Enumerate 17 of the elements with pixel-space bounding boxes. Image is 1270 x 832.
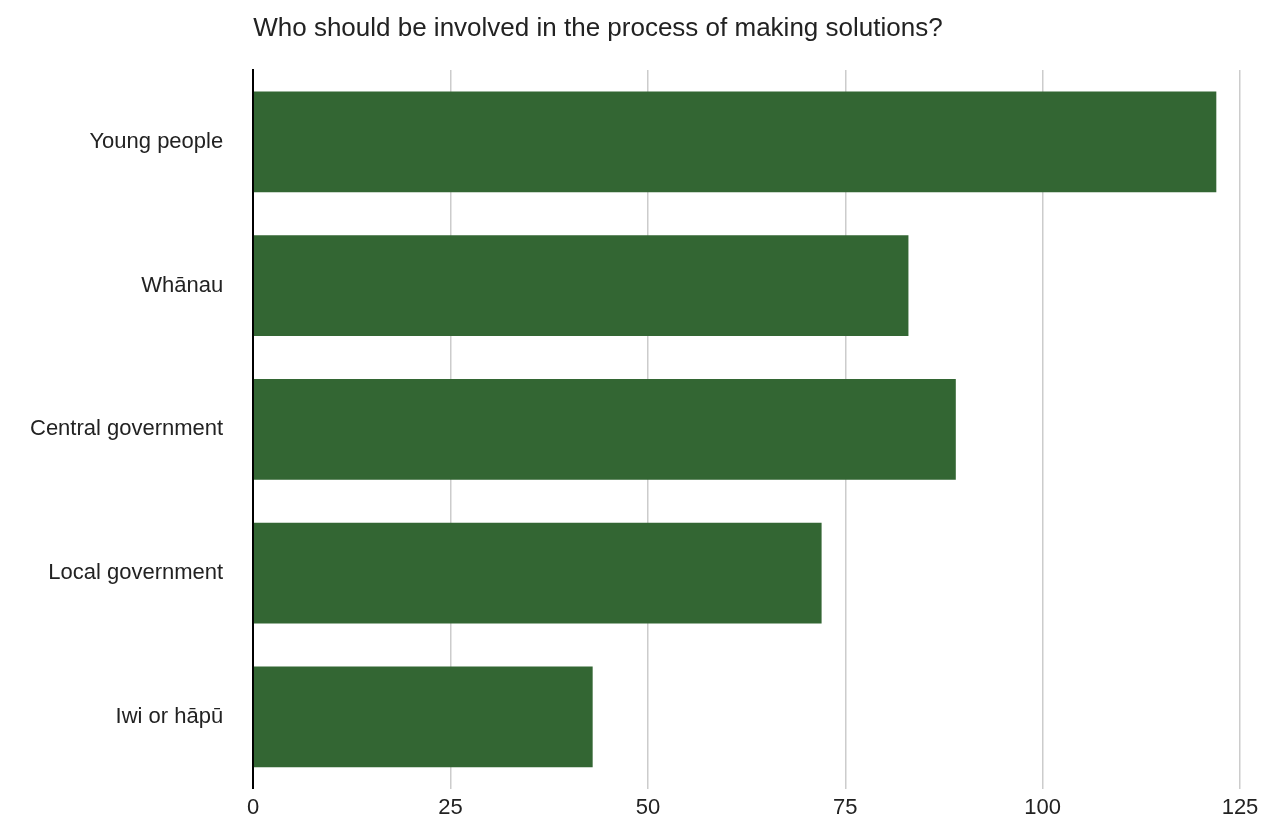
y-tick-label: Iwi or hāpū <box>115 702 224 728</box>
y-tick-label: Central government <box>29 415 224 441</box>
x-tick-label: 0 <box>247 794 260 820</box>
x-tick-label: 25 <box>438 794 463 820</box>
bar <box>253 235 909 336</box>
y-tick-label: Young people <box>89 127 224 153</box>
bar <box>253 666 593 768</box>
bar <box>253 91 1217 193</box>
bar <box>253 522 822 624</box>
x-tick-label: 50 <box>635 794 661 820</box>
bar <box>253 379 956 480</box>
y-tick-label: Local government <box>48 559 224 585</box>
x-tick-label: 125 <box>1221 794 1259 820</box>
chart-title: Who should be involved in the process of making solutions? <box>253 12 943 43</box>
x-tick-label: 100 <box>1024 794 1061 820</box>
x-tick-label: 75 <box>833 794 858 820</box>
y-tick-label: Whānau <box>141 271 224 297</box>
